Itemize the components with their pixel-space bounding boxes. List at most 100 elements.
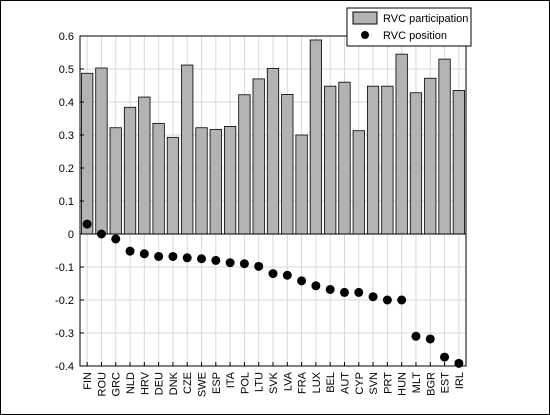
point-ita [225,258,235,268]
point-dnk [168,251,178,261]
x-tick-label: SWE [197,372,209,397]
bar-swe [195,127,208,235]
x-tick-label: HRV [139,371,151,395]
x-tick-label: SVK [268,371,280,394]
y-tick-label: -0.4 [55,361,74,373]
point-fra [297,276,307,286]
point-cze [182,253,192,263]
x-tick-label: IRL [454,372,466,389]
x-tick-label: EST [440,372,452,394]
point-grc [111,234,121,244]
y-tick-label: -0.1 [55,262,74,274]
bars [81,39,465,235]
point-est [440,352,450,362]
x-tick-label: CZE [182,372,194,394]
point-pol [239,259,249,269]
bar-cyp [352,130,365,235]
x-tick-label: CYP [354,372,366,395]
bar-est [438,58,451,235]
point-swe [197,254,207,264]
bar-nld [123,106,137,235]
y-tick-label: 0.3 [59,130,74,142]
bar-aut [338,81,351,235]
point-deu [154,251,164,261]
x-tick-label: BGR [425,372,437,396]
point-bel [325,284,335,294]
bar-mlt [409,92,423,235]
legend-label-position: RVC position [383,30,447,42]
x-tick-label: LUX [311,371,323,393]
point-fin [82,219,92,229]
bar-fin [81,72,94,235]
bar-ltu [252,78,265,235]
x-tick-label: DNK [168,371,180,395]
x-tick-label: SVN [368,372,380,395]
bar-lva [281,94,294,235]
legend-box [346,7,472,47]
point-mlt [411,331,421,341]
bar-dnk [166,136,180,235]
x-tick-label: POL [239,372,251,394]
bar-bgr [424,77,437,235]
point-nld [125,246,135,256]
point-lux [311,281,321,291]
bar-rou [95,67,108,235]
x-axis-ticks: FIN ROU GRC NLD HRV DEU DNK CZE SWE ESP ITA POL LTU S… [82,362,466,397]
legend-label-participation: RVC participation [383,13,468,25]
x-tick-label: HUN [397,372,409,396]
y-tick-label: 0.5 [59,64,74,76]
bar-hun [395,53,408,235]
x-tick-label: DEU [154,372,166,395]
bar-bel [324,85,337,235]
x-tick-label: MLT [411,372,423,393]
y-tick-label: 0.2 [59,163,74,175]
x-tick-label: AUT [339,372,351,394]
x-tick-label: LTU [254,372,266,392]
bar-irl [452,90,465,235]
bar-grc [109,127,122,235]
points [82,219,464,368]
bar-pol [238,94,251,235]
point-cyp [354,287,364,297]
x-tick-label: BEL [325,372,337,393]
bar-hrv [138,96,151,235]
point-ltu [254,261,264,271]
bar-svn [366,85,380,235]
point-bgr [425,334,435,344]
y-tick-label: 0 [68,229,74,241]
x-tick-label: PRT [382,372,394,394]
x-tick-label: NLD [125,372,137,394]
x-tick-label: GRC [111,372,123,397]
y-tick-label: 0.6 [59,31,74,43]
y-tick-label: -0.2 [55,295,74,307]
bar-fra [295,134,308,235]
x-tick-label: FIN [82,372,94,390]
bar-cze [181,64,194,235]
point-hun [397,295,407,305]
bar-esp [209,128,222,235]
x-tick-label: ITA [225,371,237,388]
y-axis-ticks: 0.6 0.5 0.4 0.3 0.2 0.1 0 -0.1 -0.2 -0.3 -0.4 [55,31,84,373]
bar-lux [309,39,323,235]
bar-prt [381,85,394,235]
point-prt [382,295,392,305]
point-esp [211,255,221,265]
point-svk [268,269,278,279]
x-tick-label: ROU [96,372,108,397]
point-aut [339,287,349,297]
x-tick-label: FRA [297,371,309,394]
y-tick-label: 0.4 [59,97,74,109]
x-tick-label: LVA [282,371,294,391]
point-rou [96,229,106,239]
bar-deu [152,123,165,235]
point-lva [282,270,292,280]
legend-marker-position [361,31,369,39]
y-tick-label: -0.3 [55,328,74,340]
y-tick-label: 0.1 [59,196,74,208]
legend: RVC participation RVC position [346,7,472,47]
legend-swatch-participation [352,11,378,25]
bar-ita [223,126,237,235]
point-hrv [139,249,149,259]
point-svn [368,292,378,302]
